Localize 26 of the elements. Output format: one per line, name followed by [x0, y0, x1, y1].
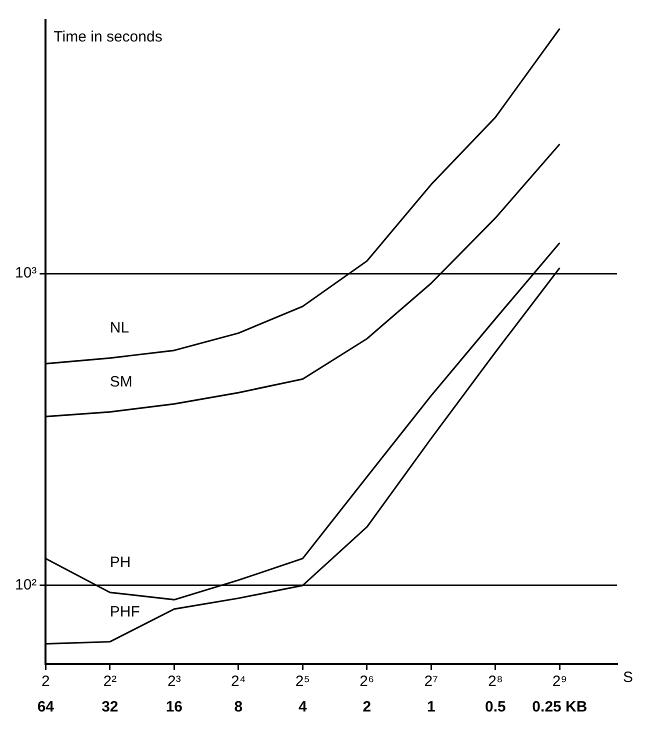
y-tick-label: 10³ — [14, 264, 37, 282]
x-tick-label: 2⁷ — [424, 673, 438, 690]
text: 32 — [102, 698, 118, 716]
x-tick-label: 2⁸ — [488, 673, 503, 690]
text: 4 — [298, 698, 308, 716]
x-tick-label: 2 — [42, 673, 50, 690]
x-tick-label: 2⁴ — [231, 673, 246, 690]
x-tick-label: 2⁹ — [552, 673, 568, 690]
y-axis-title: Time in seconds — [54, 28, 162, 46]
text: 16 — [166, 698, 183, 716]
text: 8 — [234, 698, 243, 716]
text: 1 — [427, 698, 436, 716]
x-tick-label: 2³ — [168, 673, 181, 690]
series-label: NL — [110, 320, 130, 337]
x-tick-label: 2⁵ — [295, 673, 310, 690]
text: 0.5 — [485, 698, 506, 716]
series-label: PH — [110, 554, 131, 572]
x-axis-title: S — [623, 669, 634, 686]
y-tick-label: 10² — [14, 576, 37, 594]
series-label: PHF — [110, 603, 140, 620]
x-tick-label: 2² — [103, 673, 117, 690]
series-label: SM — [110, 374, 132, 391]
text: 64 — [37, 698, 55, 716]
text: 2 — [362, 698, 372, 716]
text: 0.25 KB — [532, 698, 588, 716]
x-tick-label: 2⁶ — [360, 673, 374, 690]
